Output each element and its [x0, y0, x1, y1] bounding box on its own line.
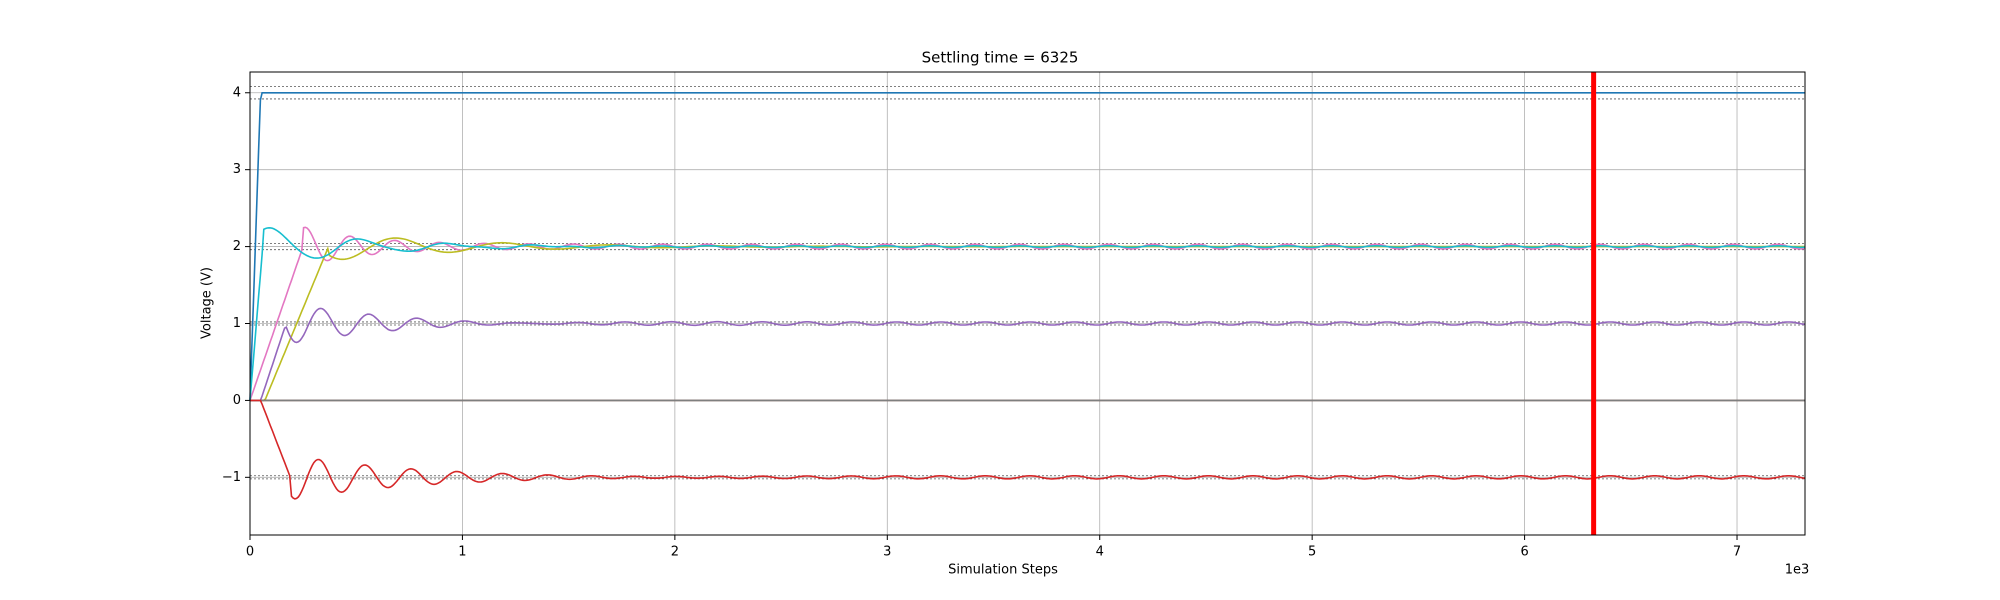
- series-lines: [249, 92, 1806, 500]
- series-line-4: [250, 307, 1806, 402]
- x-tick-label: 0: [246, 545, 254, 560]
- y-tick-label: −1: [222, 470, 241, 485]
- x-tick-label: 3: [883, 545, 891, 560]
- x-tick-label: 1: [458, 545, 466, 560]
- y-tick-label: 3: [233, 162, 241, 177]
- series-line-7: [250, 399, 1806, 500]
- chart-title: Settling time = 6325: [922, 49, 1079, 67]
- x-axis-offset-label: 1e3: [1785, 563, 1810, 578]
- series-line-0: [249, 92, 1805, 401]
- x-tick-label: 7: [1733, 545, 1741, 560]
- x-axis-label: Simulation Steps: [948, 563, 1058, 578]
- plot-frame: [249, 71, 1806, 536]
- x-tick-label: 6: [1520, 545, 1528, 560]
- x-tick-label: 5: [1308, 545, 1316, 560]
- y-tick-label: 2: [233, 239, 241, 254]
- x-tick-label: 4: [1096, 545, 1104, 560]
- y-tick-label: 1: [233, 316, 241, 331]
- axes: 0 1 2 3 4 5 6 7 −1 0 1 2 3 4: [222, 85, 1741, 559]
- y-tick-label: 0: [233, 393, 241, 408]
- y-axis-label: Voltage (V): [200, 267, 215, 339]
- x-tick-label: 2: [671, 545, 679, 560]
- y-tick-label: 4: [233, 85, 241, 100]
- series-line-3: [249, 226, 1806, 401]
